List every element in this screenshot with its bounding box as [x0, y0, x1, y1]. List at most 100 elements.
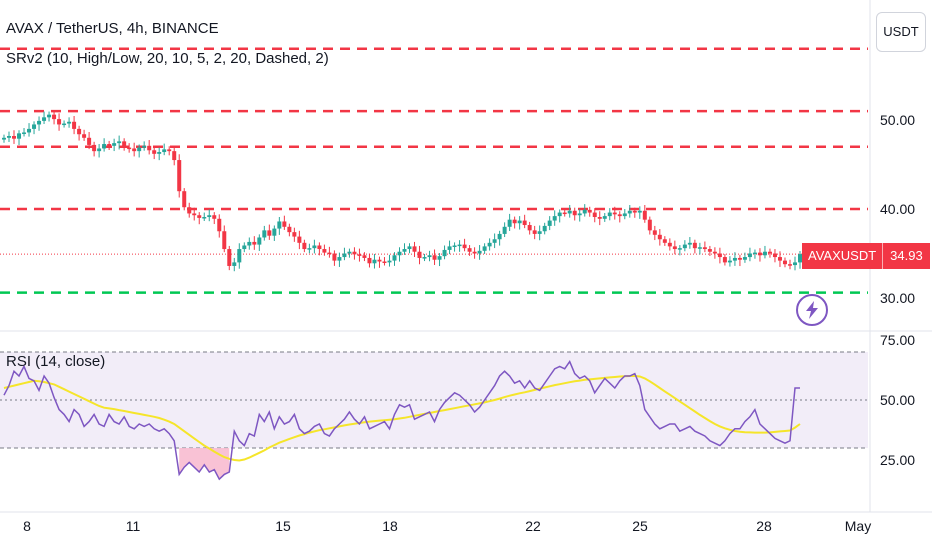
candle[interactable]: [192, 213, 197, 216]
candle[interactable]: [567, 210, 572, 214]
candle[interactable]: [612, 212, 617, 215]
candle[interactable]: [607, 212, 612, 217]
candle[interactable]: [687, 242, 692, 245]
candle[interactable]: [392, 255, 397, 261]
candle[interactable]: [302, 242, 307, 250]
candle[interactable]: [257, 237, 262, 245]
candle[interactable]: [742, 257, 747, 260]
candle[interactable]: [312, 245, 317, 249]
candle[interactable]: [332, 253, 337, 261]
candle[interactable]: [292, 232, 297, 237]
candle[interactable]: [142, 145, 147, 148]
price-axis[interactable]: 50.00 40.00 30.00 75.00 50.00 25.00: [880, 112, 915, 468]
candle[interactable]: [272, 228, 277, 236]
candle[interactable]: [182, 191, 187, 208]
candle[interactable]: [17, 133, 22, 139]
candle[interactable]: [297, 236, 302, 243]
candle[interactable]: [502, 226, 507, 234]
rsi-pane[interactable]: [0, 351, 868, 481]
candle[interactable]: [772, 253, 777, 258]
candle[interactable]: [417, 251, 422, 258]
candle[interactable]: [597, 217, 602, 219]
candle[interactable]: [487, 242, 492, 247]
candle[interactable]: [22, 132, 27, 134]
candle[interactable]: [387, 260, 392, 263]
candle[interactable]: [252, 241, 257, 245]
candle[interactable]: [677, 248, 682, 250]
candle[interactable]: [342, 253, 347, 258]
candle[interactable]: [457, 244, 462, 247]
candle[interactable]: [727, 260, 732, 263]
candle[interactable]: [72, 121, 77, 129]
candle[interactable]: [237, 249, 242, 263]
candle[interactable]: [587, 209, 592, 213]
candle[interactable]: [147, 145, 152, 151]
candle[interactable]: [157, 152, 162, 154]
candle[interactable]: [662, 239, 667, 243]
candle[interactable]: [62, 123, 67, 126]
candle[interactable]: [347, 251, 352, 254]
candle[interactable]: [32, 124, 37, 129]
candle[interactable]: [357, 254, 362, 256]
candle[interactable]: [787, 264, 792, 266]
candle[interactable]: [798, 254, 802, 263]
candle[interactable]: [572, 210, 577, 216]
candle[interactable]: [552, 216, 557, 221]
lightning-icon[interactable]: [796, 294, 828, 326]
candle[interactable]: [527, 225, 532, 231]
candle[interactable]: [267, 230, 272, 236]
rsi-ma-line[interactable]: [3, 375, 801, 462]
candle[interactable]: [627, 210, 632, 214]
candle[interactable]: [222, 231, 227, 250]
candle[interactable]: [752, 252, 757, 255]
candle[interactable]: [467, 248, 472, 252]
candle[interactable]: [87, 137, 92, 145]
candle[interactable]: [207, 215, 212, 218]
candle[interactable]: [547, 220, 552, 226]
candle[interactable]: [262, 230, 267, 238]
candle[interactable]: [127, 147, 132, 150]
time-axis[interactable]: 8 11 15 18 22 25 28 May: [23, 518, 871, 534]
candle[interactable]: [492, 239, 497, 243]
candle[interactable]: [462, 244, 467, 249]
candle[interactable]: [507, 219, 512, 227]
candle[interactable]: [657, 234, 662, 240]
candle[interactable]: [722, 257, 727, 263]
candle[interactable]: [532, 230, 537, 234]
candle[interactable]: [777, 257, 782, 261]
candle[interactable]: [307, 248, 312, 250]
candle[interactable]: [137, 147, 142, 152]
candle[interactable]: [52, 114, 57, 120]
candle[interactable]: [712, 251, 717, 254]
candle[interactable]: [177, 160, 182, 192]
candle[interactable]: [407, 246, 412, 250]
candle[interactable]: [412, 246, 417, 252]
candle[interactable]: [217, 218, 222, 232]
candle[interactable]: [117, 141, 122, 144]
candle[interactable]: [642, 210, 647, 220]
candle[interactable]: [67, 121, 72, 124]
candle[interactable]: [557, 212, 562, 217]
candle[interactable]: [717, 253, 722, 258]
candle[interactable]: [2, 137, 6, 140]
candle[interactable]: [47, 114, 52, 118]
candle[interactable]: [282, 221, 287, 227]
candle[interactable]: [427, 255, 432, 258]
candle[interactable]: [287, 226, 292, 233]
candle[interactable]: [112, 143, 117, 146]
candle[interactable]: [692, 242, 697, 249]
candle[interactable]: [102, 144, 107, 149]
candle[interactable]: [782, 260, 787, 265]
candle[interactable]: [672, 246, 677, 250]
candle[interactable]: [202, 217, 207, 219]
candle[interactable]: [517, 220, 522, 224]
candle[interactable]: [132, 148, 137, 152]
candle[interactable]: [582, 209, 587, 214]
candle[interactable]: [27, 128, 32, 133]
candle[interactable]: [537, 231, 542, 234]
candle[interactable]: [352, 251, 357, 255]
candle[interactable]: [362, 255, 367, 258]
candle[interactable]: [522, 220, 527, 226]
candle[interactable]: [602, 216, 607, 219]
